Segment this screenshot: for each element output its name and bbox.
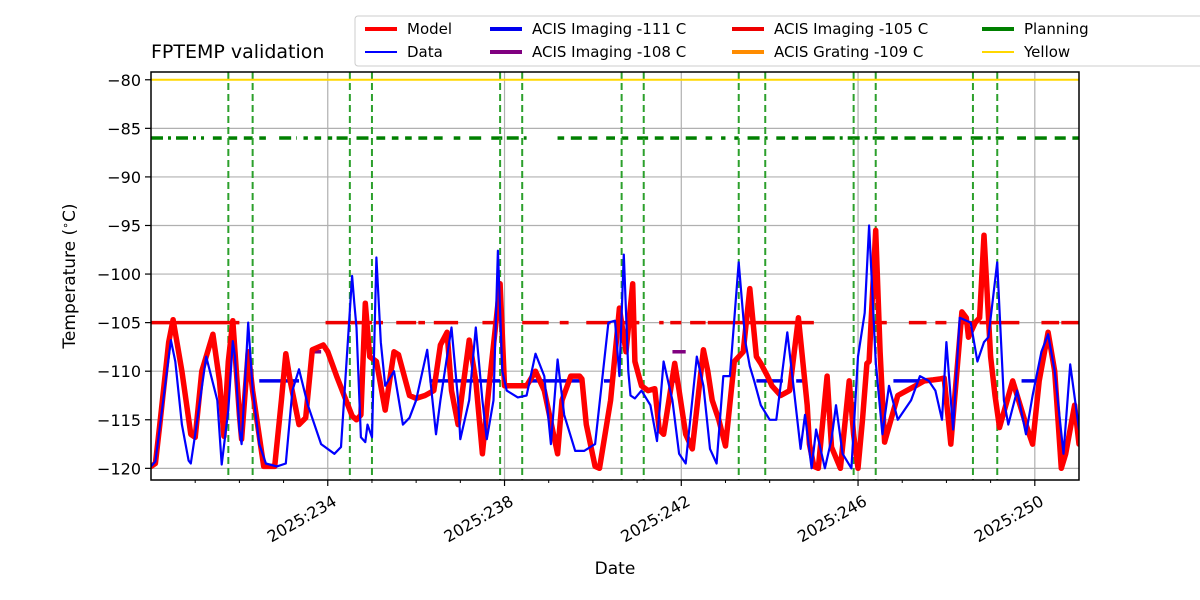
legend-label: ACIS Grating -109 C (774, 43, 923, 61)
y-axis-label: Temperature (∘C) (59, 203, 81, 349)
legend-label: Model (407, 20, 452, 38)
legend-label: Yellow (1023, 43, 1070, 61)
y-tick-label: −85 (107, 119, 141, 138)
legend-label: ACIS Imaging -105 C (774, 20, 928, 38)
plot-content (151, 72, 1079, 480)
legend-label: ACIS Imaging -111 C (532, 20, 686, 38)
y-axis: −80 −85 −90 −95 −100 −105 −110 −115 −120 (97, 71, 151, 478)
data-layer (151, 224, 1079, 470)
y-tick-label: −95 (107, 216, 141, 235)
x-axis-label: Date (595, 559, 636, 579)
y-tick-label: −105 (97, 314, 141, 333)
y-tick-label: −90 (107, 168, 141, 187)
data-series-line (151, 224, 1079, 470)
y-tick-label: −80 (107, 71, 141, 90)
y-tick-label: −100 (97, 265, 141, 284)
legend-label: Planning (1024, 20, 1089, 38)
legend: Model Data ACIS Imaging -111 C ACIS Imaging… (354, 15, 1200, 67)
plot-frame (150, 71, 1080, 481)
y-tick-label: −115 (97, 411, 141, 430)
legend-label: Data (407, 43, 443, 61)
y-tick-label: −110 (97, 362, 141, 381)
legend-label: ACIS Imaging -108 C (532, 43, 686, 61)
y-tick-label: −120 (97, 459, 141, 478)
chart-title: FPTEMP validation (151, 41, 324, 63)
